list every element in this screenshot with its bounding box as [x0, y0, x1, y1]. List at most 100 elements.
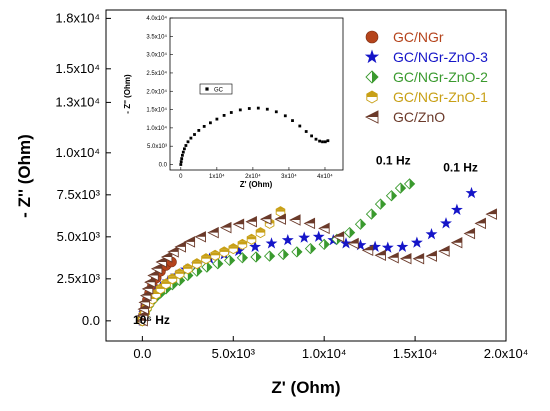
inset-data-point	[215, 117, 219, 121]
inset-legend: GC	[199, 83, 233, 95]
y-tick-label: 2.5x10³	[57, 271, 101, 286]
data-point	[246, 233, 257, 245]
data-point	[237, 238, 248, 250]
data-point	[318, 222, 330, 235]
data-point	[219, 221, 232, 234]
data-point	[303, 217, 316, 230]
annotation: 0.1 Hz	[376, 154, 411, 168]
data-point	[277, 248, 289, 261]
data-point	[210, 249, 220, 261]
inset-data-point	[222, 114, 226, 117]
y-axis-label: - Z'' (Ohm)	[15, 134, 34, 218]
inset-data-point	[202, 125, 206, 128]
data-point	[201, 261, 213, 273]
annotation: 10⁶ Hz	[133, 313, 170, 327]
inset-data-point	[298, 124, 302, 128]
inset-y-tick-label: 1.0x10⁴	[146, 125, 167, 132]
data-point	[265, 237, 278, 249]
inset-y-axis-label: - Z'' (Ohm)	[123, 74, 132, 114]
data-point	[332, 231, 345, 243]
inset-y-tick-label: 0.0	[159, 163, 168, 169]
inset-y-tick-label: 5.0x10³	[147, 144, 167, 150]
inset-data-point	[304, 130, 308, 133]
data-point	[387, 252, 399, 264]
inset-y-tick-label: 1.5x10⁴	[146, 107, 167, 114]
inset-y-tick-label: 3.0x10⁴	[146, 52, 167, 59]
inset-x-tick-label: 0	[179, 174, 183, 180]
data-point	[365, 208, 378, 220]
inset-y-tick-label: 2.0x10⁴	[146, 88, 167, 95]
data-point	[399, 252, 412, 265]
y-tick-label: 5.0x10³	[57, 229, 101, 244]
inset-legend-box	[199, 83, 233, 95]
data-point	[394, 182, 407, 194]
data-point	[298, 231, 311, 243]
data-point	[425, 228, 438, 240]
data-point	[340, 237, 352, 249]
data-point	[291, 246, 303, 258]
inset-data-point	[181, 150, 185, 154]
data-point	[440, 217, 452, 229]
annotation: 0.1 Hz	[443, 160, 478, 174]
x-tick-label: 2.0x10⁴	[484, 346, 529, 361]
data-point	[212, 258, 224, 270]
inset-x-tick-label: 1x10⁴	[209, 173, 225, 180]
data-point	[250, 251, 262, 263]
y-tick-label: 1.5x10⁴	[55, 61, 100, 76]
data-point	[438, 245, 450, 257]
data-point	[474, 217, 486, 230]
data-point	[150, 263, 163, 275]
inset-data-point	[180, 157, 184, 160]
x-tick-label: 1.5x10⁴	[393, 346, 438, 361]
inset-plot-frame	[169, 17, 344, 171]
data-point	[245, 215, 257, 228]
x-axis-label: Z' (Ohm)	[271, 378, 340, 397]
data-point	[259, 213, 272, 225]
data-point	[396, 240, 409, 252]
data-point	[369, 240, 382, 252]
inset-data-point	[193, 133, 196, 136]
data-point	[425, 250, 437, 262]
legend-marker	[364, 110, 379, 124]
data-point	[183, 263, 193, 275]
data-point	[410, 236, 423, 248]
inset-data-point	[183, 147, 186, 151]
x-tick-label: 0.0	[133, 346, 151, 361]
inset-data-point	[265, 107, 269, 111]
inset-data-point	[256, 106, 260, 110]
inset-series-gc	[179, 106, 330, 166]
inset-x-tick-label: 2x10⁴	[245, 173, 261, 180]
y-tick-label: 0.0	[82, 313, 100, 328]
inset-data-point	[310, 134, 313, 138]
data-point	[255, 227, 266, 239]
series-gc-zno	[136, 208, 497, 327]
inset-data-point	[291, 119, 294, 122]
data-point	[232, 244, 245, 257]
y-tick-label: 7.5x10³	[57, 187, 101, 202]
data-point	[137, 303, 149, 315]
y-tick-label: 1.0x10⁴	[55, 145, 100, 160]
legend-marker	[364, 49, 380, 64]
data-point	[312, 230, 325, 242]
data-point	[354, 238, 367, 251]
main-plot-frame	[105, 9, 507, 342]
data-point	[354, 218, 367, 230]
inset-legend-label: GC	[214, 88, 224, 94]
inset-legend-marker	[205, 87, 209, 91]
y-tick-label: 1.3x10⁴	[55, 94, 100, 109]
data-point	[144, 276, 156, 288]
data-point	[207, 226, 219, 239]
inset-data-point	[179, 160, 183, 163]
data-point	[236, 252, 249, 264]
data-point	[274, 213, 286, 225]
data-point	[219, 246, 229, 258]
inset-data-point	[197, 129, 201, 132]
data-point	[174, 268, 185, 280]
inset-y-tick-label: 2.5x10⁴	[146, 70, 167, 77]
inset-data-point	[274, 110, 278, 114]
inset-y-tick-label: 3.5x10⁴	[146, 33, 167, 40]
legend-label: GC/NGr-ZnO-3	[393, 49, 488, 65]
legend: GC/NGr GC/NGr-ZnO-3 GC/NGr-ZnO-2 GC/NGr-ZnO…	[364, 29, 488, 125]
data-point	[347, 237, 359, 250]
